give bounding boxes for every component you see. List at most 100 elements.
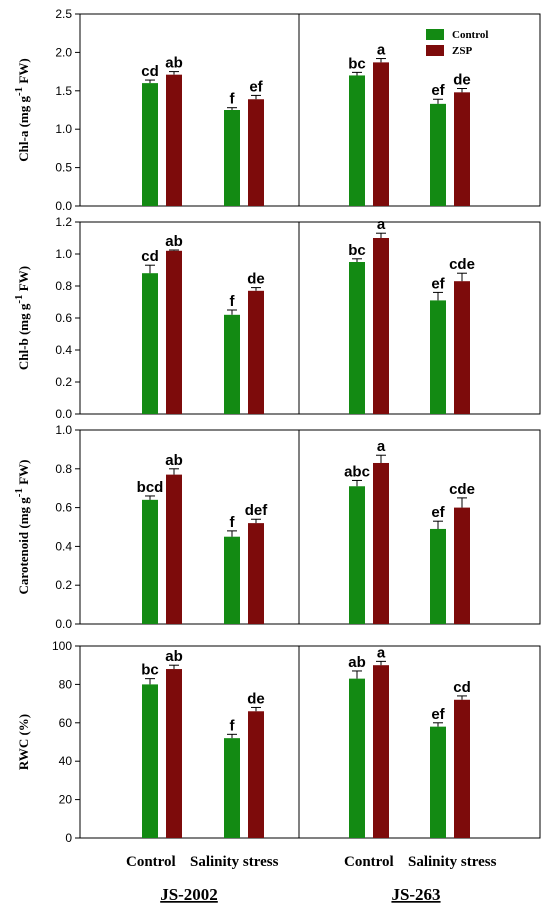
- bar-control-js-2002-control: [142, 273, 158, 414]
- bar-zsp-js-263-salinity: [454, 507, 470, 624]
- significance-label: a: [377, 42, 386, 59]
- y-tick-label: 0.4: [55, 343, 72, 357]
- y-tick-label: 0.8: [55, 462, 72, 476]
- y-tick-label: 0.6: [55, 501, 72, 515]
- significance-label: ab: [165, 55, 183, 72]
- legend-zsp-swatch: [426, 45, 444, 56]
- bar-zsp-js-263-control: [373, 462, 389, 624]
- legend-control-swatch: [426, 29, 444, 40]
- significance-label: a: [377, 438, 386, 455]
- significance-label: ef: [431, 275, 445, 292]
- plot-frame: [79, 645, 541, 839]
- y-tick-label: 20: [59, 793, 73, 807]
- bar-zsp-js-263-salinity: [454, 281, 470, 414]
- legend-zsp-label: ZSP: [452, 45, 472, 57]
- significance-label: ab: [165, 233, 183, 250]
- bar-control-js-263-salinity: [430, 726, 446, 838]
- significance-label: a: [377, 216, 386, 233]
- y-tick-label: 1.5: [55, 84, 72, 98]
- bar-zsp-js-263-salinity: [454, 699, 470, 838]
- significance-label: f: [230, 717, 236, 734]
- x-label-salinity-js2002: Salinity stress: [190, 854, 279, 870]
- y-axis-title: Chl-b (mg g-1 FW): [13, 266, 31, 370]
- significance-label: de: [247, 690, 265, 707]
- significance-label: def: [245, 502, 269, 519]
- chart-panel-4: 0 20 40 60 80 100 RWC (%) bc f ab ef ab de a cd: [16, 639, 541, 845]
- bar-control-js-2002-salinity: [224, 110, 240, 206]
- significance-label: cde: [449, 481, 475, 498]
- plot-frame: [79, 429, 541, 625]
- significance-label: cd: [141, 63, 159, 80]
- y-tick-label: 0.8: [55, 279, 72, 293]
- significance-label: ef: [431, 706, 445, 723]
- bar-control-js-263-salinity: [430, 103, 446, 206]
- significance-label: bcd: [137, 479, 164, 496]
- bar-zsp-js-2002-salinity: [248, 290, 264, 414]
- y-tick-label: 0.0: [55, 199, 72, 213]
- bar-zsp-js-263-control: [373, 62, 389, 206]
- significance-label: de: [453, 71, 471, 88]
- y-tick-label: 100: [52, 639, 72, 653]
- bar-control-js-2002-salinity: [224, 314, 240, 414]
- y-tick-label: 60: [59, 716, 73, 730]
- chart-panel-3: 0.0 0.2 0.4 0.6 0.8 1.0 Carotenoid (mg g-1 FW)…: [13, 423, 541, 631]
- significance-label: ab: [165, 648, 183, 665]
- bar-control-js-263-control: [349, 678, 365, 838]
- bar-zsp-js-263-control: [373, 238, 389, 414]
- plot-frame: [79, 13, 541, 207]
- bar-zsp-js-263-control: [373, 665, 389, 838]
- x-label-salinity-js263: Salinity stress: [408, 854, 497, 870]
- significance-label: f: [230, 91, 236, 108]
- x-label-control-js2002: Control: [126, 854, 176, 870]
- y-tick-label: 0.0: [55, 617, 72, 631]
- significance-label: ef: [431, 82, 445, 99]
- y-tick-label: 0.2: [55, 578, 72, 592]
- significance-label: ef: [431, 504, 445, 521]
- y-tick-label: 2.0: [55, 45, 72, 59]
- chart-panel-1: 0.0 0.5 1.0 1.5 2.0 2.5 Chl-a (mg g-1 FW) cd f bc…: [13, 7, 541, 213]
- significance-label: bc: [348, 242, 366, 259]
- y-tick-label: 0.5: [55, 161, 72, 175]
- significance-label: abc: [344, 463, 370, 480]
- bar-control-js-263-control: [349, 262, 365, 414]
- y-tick-label: 80: [59, 677, 73, 691]
- significance-label: f: [230, 514, 236, 531]
- bar-zsp-js-2002-control: [166, 74, 182, 206]
- significance-label: cd: [453, 679, 471, 696]
- significance-label: de: [247, 271, 265, 288]
- bar-zsp-js-2002-salinity: [248, 99, 264, 206]
- chart-panels: 0.0 0.5 1.0 1.5 2.0 2.5 Chl-a (mg g-1 FW) cd f bc…: [13, 7, 541, 845]
- bar-control-js-263-control: [349, 486, 365, 624]
- y-tick-label: 1.0: [55, 247, 72, 261]
- legend-control-label: Control: [452, 29, 488, 41]
- y-tick-label: 40: [59, 754, 73, 768]
- y-axis-title: RWC (%): [16, 714, 31, 770]
- significance-label: bc: [348, 55, 366, 72]
- bar-control-js-2002-control: [142, 684, 158, 838]
- y-tick-label: 1.0: [55, 122, 72, 136]
- bar-zsp-js-2002-salinity: [248, 711, 264, 838]
- significance-label: ef: [249, 78, 263, 95]
- bar-control-js-2002-control: [142, 83, 158, 206]
- x-label-control-js263: Control: [344, 854, 394, 870]
- bar-zsp-js-263-salinity: [454, 92, 470, 206]
- cultivar-label-js2002: JS-2002: [160, 885, 218, 904]
- bar-zsp-js-2002-salinity: [248, 523, 264, 624]
- bar-control-js-2002-control: [142, 499, 158, 624]
- significance-label: ab: [165, 452, 183, 469]
- significance-label: a: [377, 644, 386, 661]
- y-tick-label: 0.4: [55, 539, 72, 553]
- y-tick-label: 0.2: [55, 375, 72, 389]
- bar-zsp-js-2002-control: [166, 669, 182, 838]
- y-tick-label: 0.6: [55, 311, 72, 325]
- legend: Control ZSP: [426, 29, 488, 57]
- significance-label: bc: [141, 662, 159, 679]
- significance-label: cde: [449, 256, 475, 273]
- x-axis-labels: Control Salinity stress Control Salinity…: [126, 854, 497, 904]
- y-axis-title: Carotenoid (mg g-1 FW): [13, 460, 31, 595]
- bar-control-js-2002-salinity: [224, 536, 240, 624]
- cultivar-label-js263: JS-263: [391, 885, 440, 904]
- bar-zsp-js-2002-control: [166, 250, 182, 414]
- y-axis-title: Chl-a (mg g-1 FW): [13, 58, 31, 161]
